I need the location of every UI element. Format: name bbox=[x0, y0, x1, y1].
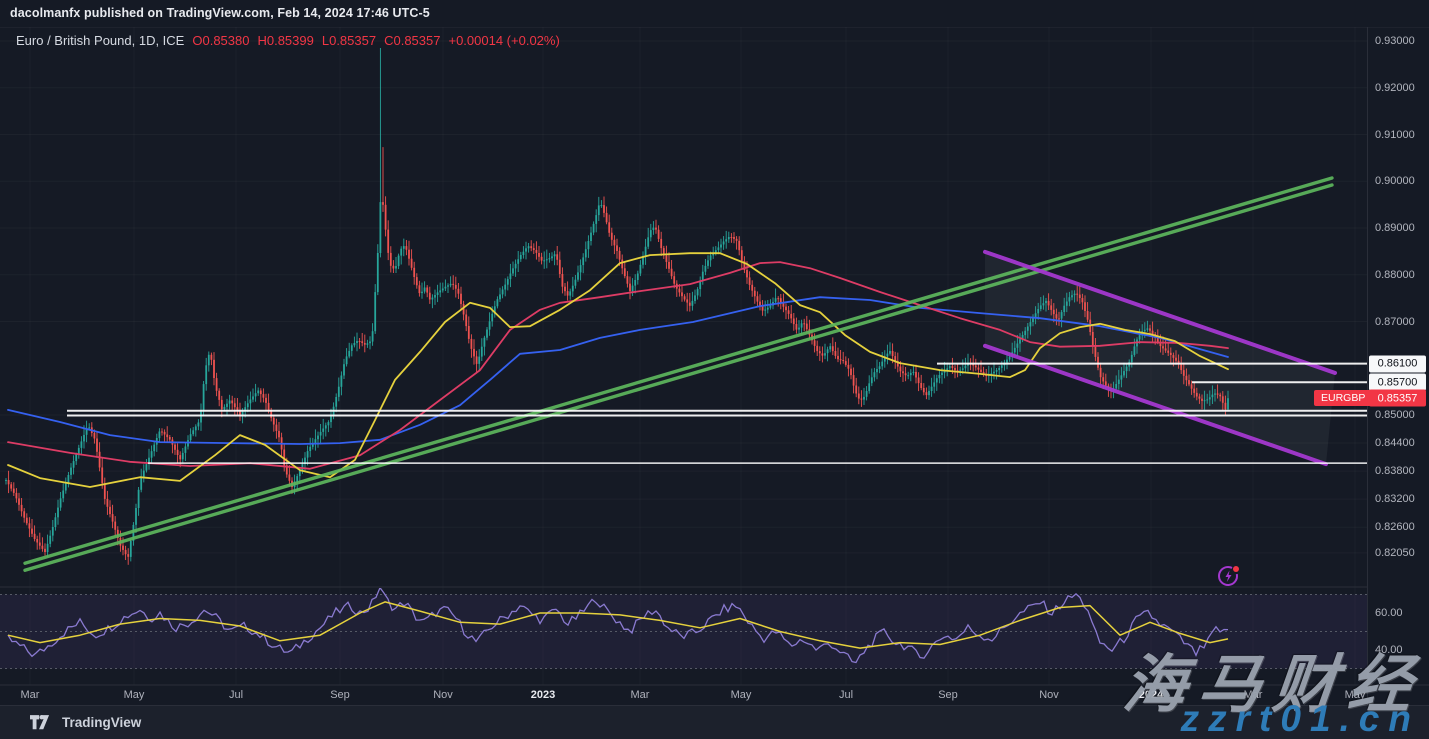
time-axis-month-label: Jul bbox=[228, 689, 244, 701]
price-axis-label: 0.82600 bbox=[1375, 521, 1415, 534]
publish-info-text: dacolmanfx published on TradingView.com,… bbox=[10, 6, 430, 20]
time-axis-month-label: Sep bbox=[330, 689, 350, 701]
time-axis-year-label: 2024 bbox=[1138, 689, 1164, 701]
level-price-tag: 0.86100 bbox=[1369, 355, 1426, 373]
price-axis-label: 0.90000 bbox=[1375, 175, 1415, 188]
tradingview-logo-icon bbox=[30, 715, 50, 730]
time-axis[interactable]: Mar May Jul Sep Nov 2023 Mar May Jul Sep Nov 2024 Ma… bbox=[0, 685, 1429, 705]
indicator-axis-label: 60.00 bbox=[1375, 607, 1403, 619]
price-axis-label: 0.84400 bbox=[1375, 437, 1415, 450]
time-axis-month-label: Jul bbox=[838, 689, 854, 701]
symbol-price-flag: EURGBP bbox=[1314, 390, 1373, 407]
time-axis-month-label: Mar bbox=[630, 689, 650, 701]
last-price-tag: 0.85357 bbox=[1369, 389, 1426, 407]
publish-header: dacolmanfx published on TradingView.com,… bbox=[0, 0, 1429, 28]
watermark-url-text: zzrt01.cn bbox=[1180, 698, 1420, 739]
boost-lightning-icon[interactable] bbox=[1215, 562, 1243, 590]
symbol-title[interactable]: Euro / British Pound, 1D, ICE bbox=[16, 33, 185, 48]
ohlc-low: L0.85357 bbox=[321, 33, 377, 48]
time-axis-month-label: Mar bbox=[20, 689, 40, 701]
price-axis-label: 0.88000 bbox=[1375, 268, 1415, 281]
time-axis-month-label: Sep bbox=[938, 689, 958, 701]
time-axis-month-label: May bbox=[1344, 689, 1366, 701]
price-axis-label: 0.83200 bbox=[1375, 493, 1415, 506]
ohlc-open: O0.85380 bbox=[192, 33, 250, 48]
price-axis-label: 0.87000 bbox=[1375, 315, 1415, 328]
price-axis-label: 0.82050 bbox=[1375, 546, 1415, 559]
price-axis-label: 0.89000 bbox=[1375, 222, 1415, 234]
time-axis-month-label: Mar bbox=[1243, 689, 1263, 701]
price-axis-label: 0.85000 bbox=[1375, 409, 1415, 421]
ohlc-close: C0.85357 bbox=[384, 33, 441, 48]
price-axis-label: 0.91000 bbox=[1375, 128, 1415, 141]
change-value: +0.00014 (+0.02%) bbox=[448, 33, 560, 48]
time-axis-month-label: May bbox=[730, 689, 752, 701]
ohlc-high: H0.85399 bbox=[257, 33, 314, 48]
level-price-tag: 0.85700 bbox=[1369, 373, 1426, 391]
time-axis-month-label: Nov bbox=[1039, 689, 1059, 701]
tradingview-brand-text: TradingView bbox=[62, 715, 142, 730]
symbol-legend: Euro / British Pound, 1D, ICE O0.85380 H… bbox=[16, 33, 560, 48]
tradingview-brand[interactable]: TradingView bbox=[30, 715, 141, 730]
time-axis-year-label: 2023 bbox=[530, 689, 556, 701]
time-axis-month-label: May bbox=[123, 689, 145, 701]
price-axis-label: 0.83800 bbox=[1375, 465, 1415, 478]
indicator-axis-label: 40.00 bbox=[1375, 644, 1403, 656]
price-axis-label: 0.92000 bbox=[1375, 81, 1415, 94]
price-axis[interactable]: 0.93000 0.92000 0.91000 0.90000 0.89000 0.880… bbox=[1368, 0, 1429, 705]
footer-bar: TradingView bbox=[0, 705, 1429, 739]
time-axis-month-label: Nov bbox=[433, 689, 453, 701]
price-axis-label: 0.93000 bbox=[1375, 35, 1415, 47]
